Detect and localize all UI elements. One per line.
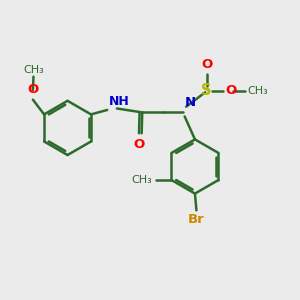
Text: O: O	[201, 58, 212, 71]
Text: O: O	[134, 138, 145, 151]
Text: Br: Br	[188, 213, 205, 226]
Text: S: S	[202, 83, 212, 98]
Text: CH₃: CH₃	[23, 64, 44, 75]
Text: O: O	[27, 83, 38, 96]
Text: NH: NH	[109, 95, 129, 109]
Text: N: N	[184, 96, 196, 109]
Text: CH₃: CH₃	[248, 86, 268, 96]
Text: O: O	[226, 84, 237, 97]
Text: CH₃: CH₃	[132, 175, 152, 185]
